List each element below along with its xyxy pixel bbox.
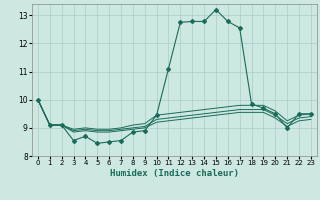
X-axis label: Humidex (Indice chaleur): Humidex (Indice chaleur) <box>110 169 239 178</box>
